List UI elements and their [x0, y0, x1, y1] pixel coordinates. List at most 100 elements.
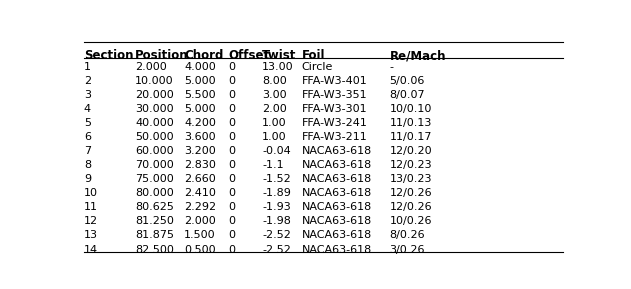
Text: 5.000: 5.000: [184, 76, 216, 86]
Text: FFA-W3-351: FFA-W3-351: [302, 90, 367, 100]
Text: 0: 0: [228, 188, 235, 199]
Text: 10/0.26: 10/0.26: [389, 216, 432, 227]
Text: -2.52: -2.52: [262, 244, 291, 255]
Text: NACA63-618: NACA63-618: [302, 174, 372, 184]
Text: 0: 0: [228, 62, 235, 72]
Text: -1.52: -1.52: [262, 174, 291, 184]
Text: 2.000: 2.000: [184, 216, 216, 227]
Text: 75.000: 75.000: [135, 174, 174, 184]
Text: -0.04: -0.04: [262, 146, 291, 156]
Text: Twist: Twist: [262, 49, 297, 62]
Text: 4.000: 4.000: [184, 62, 216, 72]
Text: 80.000: 80.000: [135, 188, 174, 199]
Text: 3.200: 3.200: [184, 146, 216, 156]
Text: Circle: Circle: [302, 62, 333, 72]
Text: 1.00: 1.00: [262, 118, 287, 128]
Text: 5.000: 5.000: [184, 104, 216, 114]
Text: NACA63-618: NACA63-618: [302, 160, 372, 171]
Text: 0: 0: [228, 118, 235, 128]
Text: 0: 0: [228, 104, 235, 114]
Text: 12/0.26: 12/0.26: [389, 188, 432, 199]
Text: 5.500: 5.500: [184, 90, 216, 100]
Text: 6: 6: [84, 132, 91, 142]
Text: 2.410: 2.410: [184, 188, 216, 199]
Text: 8: 8: [84, 160, 91, 171]
Text: 14: 14: [84, 244, 98, 255]
Text: 12/0.26: 12/0.26: [389, 203, 432, 212]
Text: Position: Position: [135, 49, 189, 62]
Text: 0: 0: [228, 203, 235, 212]
Text: 0: 0: [228, 231, 235, 240]
Text: 2.830: 2.830: [184, 160, 216, 171]
Text: 12/0.20: 12/0.20: [389, 146, 432, 156]
Text: 0.500: 0.500: [184, 244, 216, 255]
Text: 4.200: 4.200: [184, 118, 216, 128]
Text: 9: 9: [84, 174, 91, 184]
Text: 5: 5: [84, 118, 91, 128]
Text: 10/0.10: 10/0.10: [389, 104, 432, 114]
Text: Re/Mach: Re/Mach: [389, 49, 446, 62]
Text: 13: 13: [84, 231, 98, 240]
Text: Section: Section: [84, 49, 133, 62]
Text: 11/0.13: 11/0.13: [389, 118, 432, 128]
Text: -1.93: -1.93: [262, 203, 291, 212]
Text: 10: 10: [84, 188, 98, 199]
Text: NACA63-618: NACA63-618: [302, 244, 372, 255]
Text: 3.00: 3.00: [262, 90, 287, 100]
Text: 0: 0: [228, 132, 235, 142]
Text: 80.625: 80.625: [135, 203, 174, 212]
Text: 2.00: 2.00: [262, 104, 287, 114]
Text: 3/0.26: 3/0.26: [389, 244, 425, 255]
Text: 20.000: 20.000: [135, 90, 174, 100]
Text: 10.000: 10.000: [135, 76, 174, 86]
Text: Foil: Foil: [302, 49, 325, 62]
Text: 81.875: 81.875: [135, 231, 174, 240]
Text: 0: 0: [228, 76, 235, 86]
Text: 70.000: 70.000: [135, 160, 174, 171]
Text: 0: 0: [228, 244, 235, 255]
Text: -2.52: -2.52: [262, 231, 291, 240]
Text: -1.89: -1.89: [262, 188, 291, 199]
Text: 0: 0: [228, 174, 235, 184]
Text: -: -: [389, 62, 393, 72]
Text: 11: 11: [84, 203, 98, 212]
Text: Offset: Offset: [228, 49, 269, 62]
Text: 13.00: 13.00: [262, 62, 294, 72]
Text: 3.600: 3.600: [184, 132, 216, 142]
Text: 8/0.07: 8/0.07: [389, 90, 425, 100]
Text: NACA63-618: NACA63-618: [302, 203, 372, 212]
Text: 11/0.17: 11/0.17: [389, 132, 432, 142]
Text: 40.000: 40.000: [135, 118, 174, 128]
Text: 0: 0: [228, 146, 235, 156]
Text: 7: 7: [84, 146, 91, 156]
Text: -1.98: -1.98: [262, 216, 291, 227]
Text: 1.500: 1.500: [184, 231, 216, 240]
Text: NACA63-618: NACA63-618: [302, 146, 372, 156]
Text: FFA-W3-401: FFA-W3-401: [302, 76, 367, 86]
Text: 4: 4: [84, 104, 91, 114]
Text: 50.000: 50.000: [135, 132, 174, 142]
Text: 1: 1: [84, 62, 91, 72]
Text: FFA-W3-211: FFA-W3-211: [302, 132, 367, 142]
Text: NACA63-618: NACA63-618: [302, 231, 372, 240]
Text: 8/0.26: 8/0.26: [389, 231, 425, 240]
Text: NACA63-618: NACA63-618: [302, 188, 372, 199]
Text: 12/0.23: 12/0.23: [389, 160, 432, 171]
Text: 30.000: 30.000: [135, 104, 174, 114]
Text: 0: 0: [228, 216, 235, 227]
Text: 0: 0: [228, 160, 235, 171]
Text: 60.000: 60.000: [135, 146, 174, 156]
Text: 2: 2: [84, 76, 91, 86]
Text: 2.000: 2.000: [135, 62, 167, 72]
Text: NACA63-618: NACA63-618: [302, 216, 372, 227]
Text: 12: 12: [84, 216, 98, 227]
Text: 2.292: 2.292: [184, 203, 216, 212]
Text: 82.500: 82.500: [135, 244, 174, 255]
Text: 8.00: 8.00: [262, 76, 287, 86]
Text: 3: 3: [84, 90, 91, 100]
Text: FFA-W3-241: FFA-W3-241: [302, 118, 367, 128]
Text: FFA-W3-301: FFA-W3-301: [302, 104, 367, 114]
Text: -1.1: -1.1: [262, 160, 284, 171]
Text: 81.250: 81.250: [135, 216, 174, 227]
Text: 0: 0: [228, 90, 235, 100]
